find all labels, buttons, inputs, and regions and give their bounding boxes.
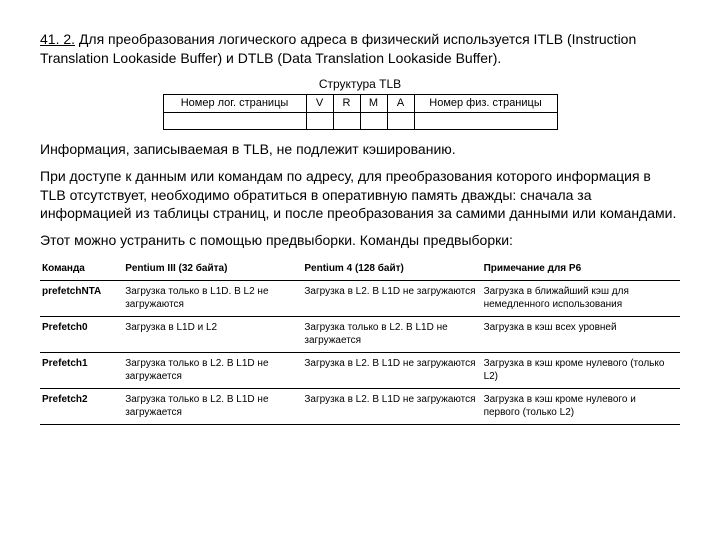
table-row: Prefetch1 Загрузка только в L2. В L1D не… bbox=[40, 352, 680, 388]
tlb-header-cell: M bbox=[360, 94, 387, 112]
table-cell: Загрузка в ближайший кэш для немедленног… bbox=[482, 280, 680, 316]
column-header: Pentium 4 (128 байт) bbox=[302, 258, 481, 280]
command-name: Prefetch1 bbox=[40, 352, 123, 388]
prefetch-commands-table: Команда Pentium III (32 байта) Pentium 4… bbox=[40, 258, 680, 425]
tlb-empty-cell bbox=[360, 112, 387, 129]
table-cell: Загрузка только в L2. В L1D не загружает… bbox=[302, 316, 481, 352]
table-cell: Загрузка только в L1D. В L2 не загружают… bbox=[123, 280, 302, 316]
table-cell: Загрузка в кэш всех уровней bbox=[482, 316, 680, 352]
tlb-empty-cell bbox=[306, 112, 333, 129]
tlb-header-cell: Номер лог. страницы bbox=[163, 94, 306, 112]
table-cell: Загрузка в кэш кроме нулевого и первого … bbox=[482, 388, 680, 424]
intro-text: Для преобразования логического адреса в … bbox=[40, 31, 636, 66]
command-name: Prefetch0 bbox=[40, 316, 123, 352]
table-cell: Загрузка в L2. В L1D не загружаются bbox=[302, 280, 481, 316]
body-paragraph: Этот можно устранить с помощью предвыбор… bbox=[40, 231, 680, 250]
tlb-header-cell: A bbox=[387, 94, 414, 112]
tlb-empty-cell bbox=[163, 112, 306, 129]
tlb-structure-table: Номер лог. страницы V R M A Номер физ. с… bbox=[163, 94, 558, 130]
command-name: Prefetch2 bbox=[40, 388, 123, 424]
tlb-empty-cell bbox=[333, 112, 360, 129]
intro-paragraph: 41. 2. Для преобразования логического ад… bbox=[40, 30, 680, 68]
table-row: prefetchNTA Загрузка только в L1D. В L2 … bbox=[40, 280, 680, 316]
table-row bbox=[163, 112, 557, 129]
table-cell: Загрузка в L2. В L1D не загружаются bbox=[302, 352, 481, 388]
column-header: Команда bbox=[40, 258, 123, 280]
tlb-empty-cell bbox=[414, 112, 557, 129]
tlb-header-cell: V bbox=[306, 94, 333, 112]
table-cell: Загрузка только в L2. В L1D не загружает… bbox=[123, 388, 302, 424]
tlb-caption: Структура TLB bbox=[40, 76, 680, 92]
tlb-empty-cell bbox=[387, 112, 414, 129]
column-header: Pentium III (32 байта) bbox=[123, 258, 302, 280]
body-paragraph: При доступе к данным или командам по адр… bbox=[40, 167, 680, 224]
table-row: Prefetch0 Загрузка в L1D и L2 Загрузка т… bbox=[40, 316, 680, 352]
table-cell: Загрузка только в L2. В L1D не загружает… bbox=[123, 352, 302, 388]
section-number: 41. 2. bbox=[40, 31, 75, 47]
table-row: Команда Pentium III (32 байта) Pentium 4… bbox=[40, 258, 680, 280]
table-cell: Загрузка в кэш кроме нулевого (только L2… bbox=[482, 352, 680, 388]
tlb-header-cell: Номер физ. страницы bbox=[414, 94, 557, 112]
table-row: Номер лог. страницы V R M A Номер физ. с… bbox=[163, 94, 557, 112]
column-header: Примечание для P6 bbox=[482, 258, 680, 280]
table-row: Prefetch2 Загрузка только в L2. В L1D не… bbox=[40, 388, 680, 424]
table-cell: Загрузка в L1D и L2 bbox=[123, 316, 302, 352]
command-name: prefetchNTA bbox=[40, 280, 123, 316]
table-cell: Загрузка в L2. В L1D не загружаются bbox=[302, 388, 481, 424]
body-paragraph: Информация, записываемая в TLB, не подле… bbox=[40, 140, 680, 159]
tlb-header-cell: R bbox=[333, 94, 360, 112]
